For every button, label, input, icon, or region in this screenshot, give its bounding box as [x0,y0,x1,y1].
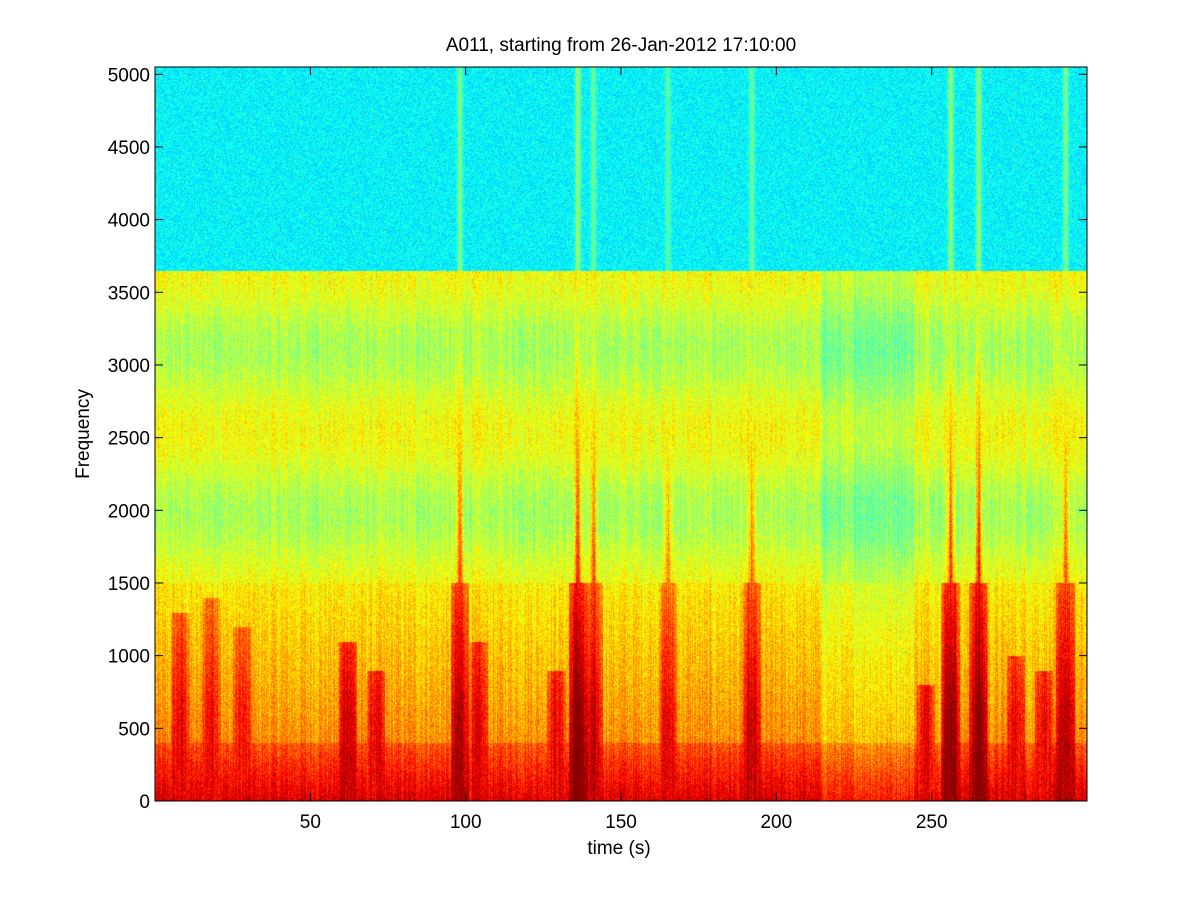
y-tick-label: 2000 [108,501,150,522]
x-tick-label: 50 [300,812,321,833]
y-tick-label: 1500 [108,574,150,595]
y-axis-label: Frequency [73,389,94,479]
y-tick-label: 500 [118,719,150,740]
y-tick-label: 3000 [108,356,150,377]
y-tick-label: 0 [139,792,150,813]
x-axis-label: time (s) [587,838,650,859]
y-tick-label: 1000 [108,647,150,668]
spectrogram-plot-area [155,67,1087,801]
y-tick-label: 4000 [108,211,150,232]
y-tick-label: 2500 [108,429,150,450]
axes-box [154,66,1088,802]
y-tick-label: 3500 [108,283,150,304]
spectrogram-image [155,67,1087,801]
y-tick-label: 4500 [108,138,150,159]
x-tick-label: 150 [605,812,637,833]
x-tick-label: 200 [760,812,792,833]
y-tick-label: 5000 [108,65,150,86]
x-tick-label: 250 [916,812,948,833]
chart-title: A011, starting from 26-Jan-2012 17:10:00 [446,35,796,56]
x-tick-label: 100 [450,812,482,833]
